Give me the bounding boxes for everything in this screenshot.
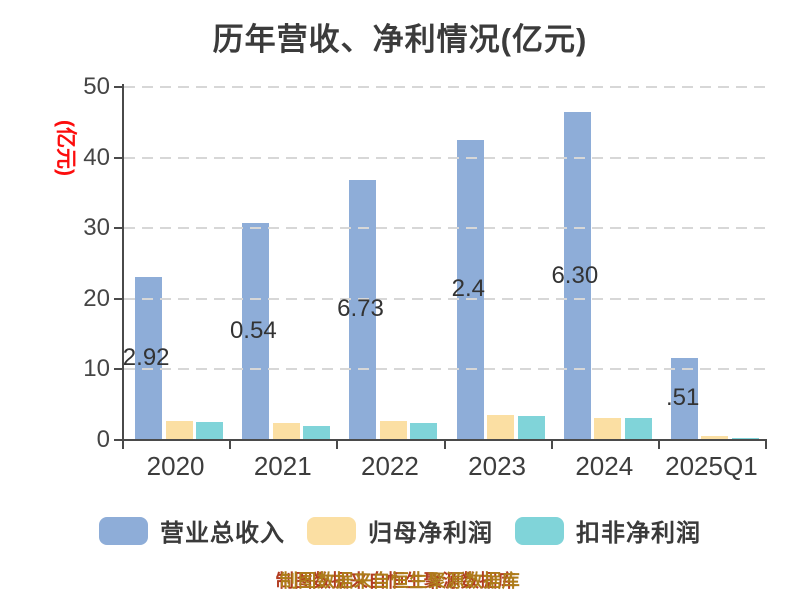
data-source-note: 制图数据来自恒生聚源数据库 (279, 571, 521, 591)
bar-归母净利润-2022 (379, 420, 407, 439)
bar-归母净利润-2024 (594, 417, 622, 439)
x-axis-category-label: 2023 (468, 451, 526, 481)
x-axis-tick (657, 441, 660, 449)
legend-swatch (515, 516, 564, 545)
bar-扣非净利润-2022 (410, 422, 438, 439)
y-axis-tick (114, 156, 122, 159)
bar-扣非净利润-2024 (624, 417, 652, 439)
y-axis-tick-label: 40 (83, 143, 110, 171)
bar-扣非净利润-2021 (303, 425, 331, 439)
x-axis-tick (229, 441, 232, 449)
gridline (124, 86, 767, 88)
bar-value-label: 6.73 (337, 295, 384, 323)
y-axis-tick (114, 227, 122, 230)
y-axis-tick-label: 20 (83, 284, 110, 312)
bar-营业总收入-2020 (135, 277, 162, 439)
x-axis-category-label: 2022 (360, 451, 419, 481)
bar-营业总收入-2022 (349, 179, 377, 439)
legend-item-营业总收入: 营业总收入 (99, 513, 285, 548)
gridline (124, 297, 767, 300)
bar-归母净利润-2025Q1 (701, 436, 729, 439)
y-axis-line (122, 84, 124, 440)
bar-归母净利润-2020 (165, 420, 193, 439)
chart-title: 历年营收、净利情况(亿元) (212, 22, 588, 57)
bar-value-label: 0.54 (229, 317, 277, 345)
legend-label: 归母净利润 (368, 520, 493, 547)
y-axis-tick-label: 30 (83, 214, 110, 242)
bar-营业总收入-2021 (242, 223, 270, 439)
x-axis-category-label: 2020 (146, 451, 205, 481)
y-axis-tick (114, 86, 122, 88)
x-axis-tick (550, 441, 553, 449)
x-axis-line (122, 439, 767, 441)
bar-value-label: 2.4 (451, 275, 486, 303)
x-axis-tick (122, 441, 124, 449)
bar-归母净利润-2023 (487, 414, 514, 439)
y-axis-tick-label: 50 (83, 73, 110, 100)
x-axis-tick (443, 441, 446, 449)
legend-label: 营业总收入 (160, 520, 285, 547)
y-axis-tick (114, 368, 122, 371)
bar-营业总收入-2024 (563, 112, 591, 439)
bar-value-label: 2.92 (122, 344, 170, 372)
x-axis-tick (765, 441, 767, 449)
bar-扣非净利润-2020 (196, 422, 223, 439)
y-axis-tick-label: 10 (83, 355, 110, 383)
bar-value-label: 6.30 (551, 261, 599, 289)
legend: 营业总收入 归母净利润 扣非净利润 (0, 513, 800, 548)
bar-扣非净利润-2023 (517, 415, 545, 439)
gridline (124, 368, 767, 371)
legend-swatch (99, 516, 148, 545)
legend-swatch (307, 516, 356, 545)
gridline (124, 227, 767, 230)
y-axis-tick-label: 0 (96, 426, 110, 453)
bar-营业总收入-2023 (456, 139, 484, 439)
x-axis-category-label: 2021 (253, 451, 312, 481)
gridline (124, 156, 767, 159)
x-axis-tick (336, 441, 339, 449)
y-axis-tick (114, 439, 122, 441)
bar-扣非净利润-2025Q1 (731, 437, 759, 439)
legend-item-扣非净利润: 扣非净利润 (515, 513, 701, 548)
x-axis-category-label: 2024 (575, 451, 634, 481)
bar-value-label: .51 (665, 384, 700, 412)
bar-营业总收入-2025Q1 (670, 357, 698, 439)
legend-item-归母净利润: 归母净利润 (307, 513, 493, 548)
legend-label: 扣非净利润 (576, 520, 701, 547)
x-axis-category-label: 2025Q1 (665, 451, 758, 481)
bar-归母净利润-2021 (272, 422, 300, 439)
y-axis-tick (114, 297, 122, 300)
